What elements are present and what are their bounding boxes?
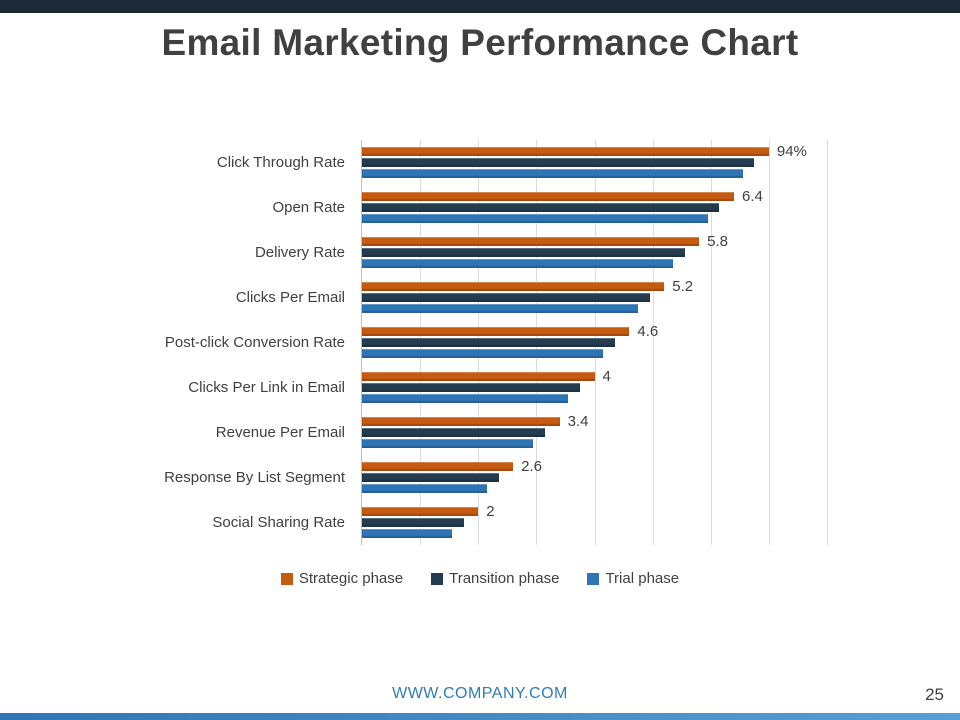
data-label: 2 xyxy=(486,503,495,520)
data-label: 3.4 xyxy=(567,413,589,430)
bar-strategic-phase: 94% xyxy=(362,143,807,160)
category-label: Click Through Rate xyxy=(216,154,345,171)
data-label: 6.4 xyxy=(742,188,763,205)
bar-group: 94% xyxy=(362,140,827,185)
category-label: Social Sharing Rate xyxy=(212,514,345,531)
page-number: 25 xyxy=(925,685,944,704)
bar-transition-phase xyxy=(362,338,615,347)
category-label: Revenue Per Email xyxy=(215,424,345,441)
bar-rows: 94% 6.4 5.8 5.2 4.6 4 3.4 2.6 2 xyxy=(362,140,827,545)
gridline xyxy=(710,140,712,545)
bar-trial-phase xyxy=(362,259,673,268)
bar-transition-phase xyxy=(362,428,546,437)
legend-label: Trial phase xyxy=(605,570,680,587)
bar-strategic-phase: 2.6 xyxy=(362,458,542,475)
bar-group: 5.2 xyxy=(362,275,827,320)
bar-trial-phase xyxy=(362,169,743,178)
bar-group: 3.4 xyxy=(362,410,827,455)
bar-chart: Click Through Rate Open Rate Delivery Rate… xyxy=(65,140,828,545)
bar-transition-phase xyxy=(362,293,650,302)
legend-item: Transition phase xyxy=(431,570,559,587)
bar-trial-phase xyxy=(362,349,604,358)
bar-trial-phase xyxy=(362,304,639,313)
bar-group: 4.6 xyxy=(362,320,827,365)
bar-group: 2 xyxy=(362,500,827,545)
data-label: 94% xyxy=(776,143,807,160)
plot-area: 94% 6.4 5.8 5.2 4.6 4 3.4 2.6 2 xyxy=(361,140,828,545)
footer-website: WWW.COMPANY.COM xyxy=(392,685,568,702)
category-label: Delivery Rate xyxy=(254,244,345,261)
legend-label: Transition phase xyxy=(449,570,560,587)
gridline xyxy=(768,140,770,545)
bar-group: 4 xyxy=(362,365,827,410)
bar-group: 6.4 xyxy=(362,185,827,230)
bar-strategic-phase: 3.4 xyxy=(362,413,588,430)
slide-title: Email Marketing Performance Chart xyxy=(161,22,799,63)
bar-trial-phase xyxy=(362,439,534,448)
data-label: 4.6 xyxy=(637,323,659,340)
bar-trial-phase xyxy=(362,484,487,493)
category-label: Clicks Per Email xyxy=(235,289,345,306)
bar-trial-phase xyxy=(362,529,453,538)
category-label: Clicks Per Link in Email xyxy=(188,379,345,396)
chart-legend: Strategic phase Transition phase Trial pha… xyxy=(0,570,960,587)
category-label: Open Rate xyxy=(272,199,345,216)
bar-strategic-phase: 5.8 xyxy=(362,233,728,250)
bar-group: 5.8 xyxy=(362,230,827,275)
legend-swatch-icon xyxy=(431,572,444,585)
legend-swatch-icon xyxy=(280,572,293,585)
gridline xyxy=(652,140,654,545)
bar-strategic-phase: 2 xyxy=(362,503,495,520)
bar-group: 2.6 xyxy=(362,455,827,500)
legend-label: Strategic phase xyxy=(298,570,404,587)
data-label: 5.2 xyxy=(672,278,694,295)
bar-transition-phase xyxy=(362,248,685,257)
category-label: Post-click Conversion Rate xyxy=(164,334,345,351)
legend-swatch-icon xyxy=(587,572,600,585)
bar-strategic-phase: 4 xyxy=(362,368,611,385)
bar-strategic-phase: 4.6 xyxy=(362,323,658,340)
gridline xyxy=(827,140,828,545)
bar-transition-phase xyxy=(362,383,580,392)
bar-transition-phase xyxy=(362,518,464,527)
bar-trial-phase xyxy=(362,214,708,223)
bar-trial-phase xyxy=(362,394,569,403)
bottom-accent-strip xyxy=(0,713,960,720)
bar-transition-phase xyxy=(362,158,755,167)
legend-item: Strategic phase xyxy=(280,570,404,587)
data-label: 5.8 xyxy=(707,233,728,250)
legend-item: Trial phase xyxy=(587,570,679,587)
category-labels: Click Through Rate Open Rate Delivery Rate… xyxy=(65,140,361,545)
data-label: 4 xyxy=(602,368,611,385)
bar-transition-phase xyxy=(362,203,720,212)
bar-strategic-phase: 5.2 xyxy=(362,278,693,295)
bar-transition-phase xyxy=(362,473,499,482)
bar-strategic-phase: 6.4 xyxy=(362,188,763,205)
top-accent-strip xyxy=(0,0,960,13)
category-label: Response By List Segment xyxy=(164,469,345,486)
data-label: 2.6 xyxy=(521,458,542,475)
